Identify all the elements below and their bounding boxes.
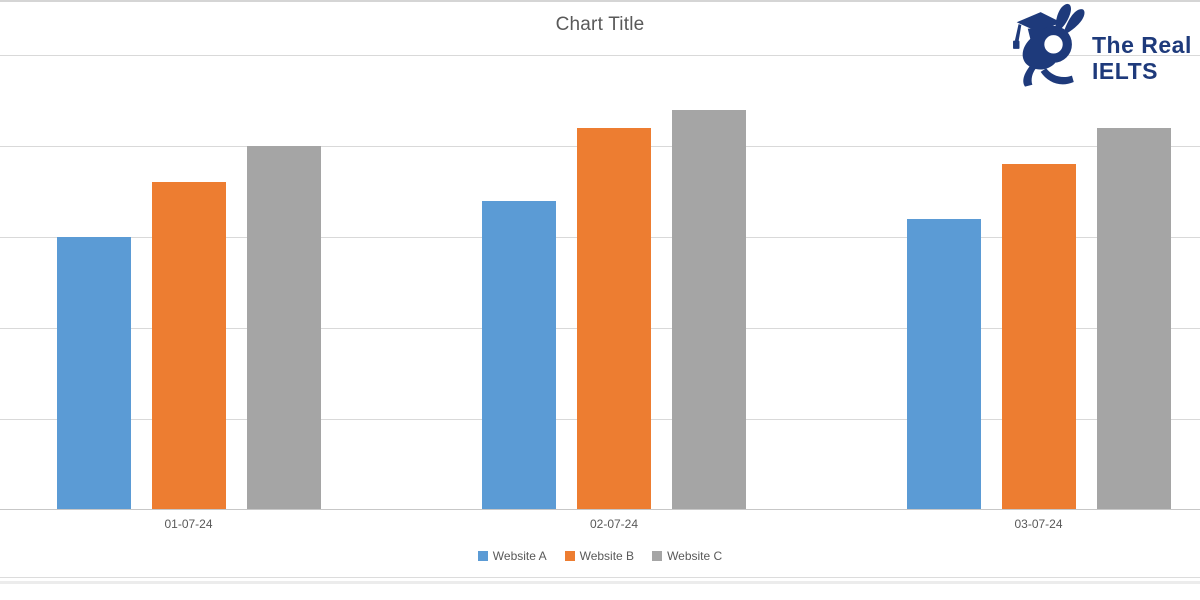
legend-item-website-a: Website A [477,549,547,563]
legend-label: Website C [667,549,723,563]
legend-swatch-icon [564,551,575,561]
bar-website-b-01-07-24 [151,182,226,510]
x-tick-label: 02-07-24 [589,517,639,531]
brand-wordmark: The Real IELTS [1092,32,1192,84]
bar-website-c-01-07-24 [246,146,321,510]
x-axis-line [0,509,1200,510]
bar-website-a-03-07-24 [906,218,981,510]
bar-website-a-02-07-24 [482,200,556,510]
legend-label: Website B [579,549,635,563]
legend-item-website-c: Website C [652,549,722,563]
bar-website-c-02-07-24 [672,109,746,510]
gridline [0,55,1200,56]
brand-line-2: IELTS [1092,58,1158,84]
legend-swatch-icon [652,551,663,561]
legend-swatch-icon [477,551,488,561]
bar-website-c-03-07-24 [1096,127,1171,510]
x-tick-label: 01-07-24 [164,517,213,531]
legend: Website A Website B Website C [0,549,1200,563]
top-border [0,0,1200,2]
mascot-rabbit-icon [1013,3,1085,87]
bottom-border [0,577,1200,578]
brand-line-1: The Real [1092,32,1192,58]
legend-label: Website A [492,549,547,563]
bottom-edge-band [0,581,1200,584]
legend-item-website-b: Website B [564,549,635,563]
bar-website-a-01-07-24 [56,237,131,510]
bar-website-b-02-07-24 [577,127,651,510]
bar-website-b-03-07-24 [1001,164,1076,510]
chart-title: Chart Title [555,14,645,35]
x-tick-label: 03-07-24 [1014,517,1063,531]
brand-logo: The Real IELTS [1002,2,1198,90]
